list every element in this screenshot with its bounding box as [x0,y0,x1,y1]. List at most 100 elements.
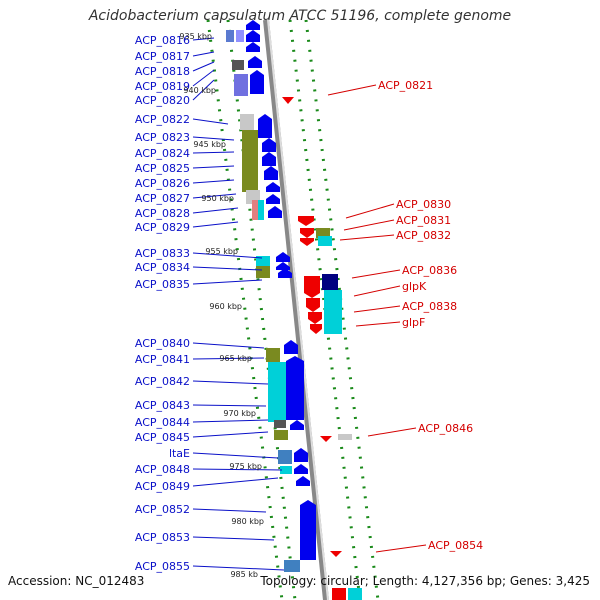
right-gene-label: ACP_0836 [402,264,457,277]
right-gene-labels: ACP_0821 ACP_0830 ACP_0831 ACP_0832 ACP_0836… [327,79,483,553]
minus-arrow-b1 [306,298,320,312]
left-gene-labels: ACP_0816 ACP_0817 ACP_0818 ACP_0819ACP_0820… [135,34,285,573]
left-gene-label: ACP_0845 [135,431,190,444]
left-gene-label: ACP_0827 [135,192,190,205]
plus-arrow-e1 [294,464,308,474]
left-gene-leader [192,419,269,423]
accession-label: Accession: NC_012483 [8,574,145,588]
kbp-tick-label: 975 kbp [229,462,262,471]
left-gene-leader [192,221,239,228]
block-0845 [274,430,288,440]
dotted-tracks [206,19,380,600]
minus-arrow-b2 [308,312,322,324]
kbp-tick-label: 960 kbp [209,302,242,311]
block-0844 [274,420,286,428]
plus-arrow-b3 [264,166,278,180]
left-gene-label: ACP_0843 [135,399,190,412]
block-0846 [338,434,352,440]
plus-arrow-d1 [286,356,304,420]
left-gene-leader [192,252,263,259]
strand-marker-2 [320,436,332,442]
right-gene-label: ACP_0821 [378,79,433,92]
right-gene-leader [351,269,401,279]
left-gene-leader [192,477,279,487]
left-gene-label: ACP_0835 [135,278,190,291]
plus-arrow-c1 [276,262,290,270]
minus-arrow-a0 [298,216,314,226]
block-0828 [258,200,264,220]
block-0840 [266,348,280,362]
left-gene-leader [192,118,229,125]
plus-arrow-f0 [300,500,316,560]
right-gene-label: ACP_0831 [396,214,451,227]
right-gene-leader [353,285,401,297]
plus-arrow-d0 [284,340,298,354]
left-gene-leader [192,431,269,438]
left-gene-leader [192,452,279,459]
left-gene-label: ACP_0840 [135,337,190,350]
block-0823 [242,130,258,192]
kbp-tick-label: 985 kb [230,570,258,579]
left-gene-label: ACP_0825 [135,162,190,175]
left-gene-leader [192,179,235,184]
left-gene-leader [192,193,237,199]
block-0834 [256,266,270,278]
plus-arrow-a1 [246,30,260,42]
left-gene-label: ACP_0834 [135,261,190,274]
block-0836 [322,274,338,290]
left-gene-leader [192,69,215,87]
minus-arrow-b0 [304,276,320,298]
block-bottom-cyan [348,588,362,600]
plus-arrow-c0 [276,252,290,262]
right-gene-label: ACP_0832 [396,229,451,242]
left-gene-label: ACP_0818 [135,65,190,78]
genome-backbone [263,19,329,600]
plus-arrow-c2 [278,268,292,278]
block-0848 [280,466,292,474]
strand-marker-3 [330,551,342,557]
block-0819 [234,74,248,96]
minus-arrow-a2 [300,238,314,246]
block-0816 [226,30,234,42]
right-gene-leader [327,84,377,96]
minus-arrow-a1 [300,228,314,238]
left-gene-leader [192,468,283,471]
plus-arrow-b5 [266,194,280,204]
block-0827 [252,200,258,220]
plus-arrow-b1 [262,138,276,152]
right-gene-label: ACP_0838 [402,300,457,313]
right-gene-label: glpF [402,316,425,329]
left-gene-label: ACP_0855 [135,560,190,573]
left-gene-label: ACP_0826 [135,177,190,190]
kbp-tick-label: 940 kbp [183,86,216,95]
left-gene-label: ACP_0819 [135,80,190,93]
plus-arrow-b2 [262,152,276,166]
block-0832b [318,236,332,246]
left-gene-leader [192,342,265,349]
left-gene-leader [192,380,269,385]
kbp-tick-label: 950 kbp [201,194,234,203]
plus-arrow-a4 [250,70,264,94]
left-gene-leader [192,61,215,72]
left-gene-label: ACP_0853 [135,531,190,544]
left-gene-label: ACP_0828 [135,207,190,220]
left-gene-leader [192,37,215,41]
plus-arrow-b6 [268,206,282,218]
left-gene-leader [192,266,263,271]
right-gene-label: ACP_0830 [396,198,451,211]
right-gene-leader [343,219,395,231]
left-gene-label: ACP_0833 [135,247,190,260]
left-gene-leader [192,151,235,154]
plus-arrow-b0 [258,114,272,138]
left-gene-leader [192,79,215,101]
left-gene-leader [192,565,285,571]
right-gene-leader [355,321,401,327]
block-0816b [236,30,244,42]
plus-arrow-b4 [266,182,280,192]
right-gene-leader [353,305,401,313]
right-gene-label: ACP_0854 [428,539,483,552]
minus-arrow-b3 [310,324,322,334]
right-gene-label: ACP_0846 [418,422,473,435]
left-gene-leader [192,357,265,360]
left-gene-label: ACP_0842 [135,375,190,388]
